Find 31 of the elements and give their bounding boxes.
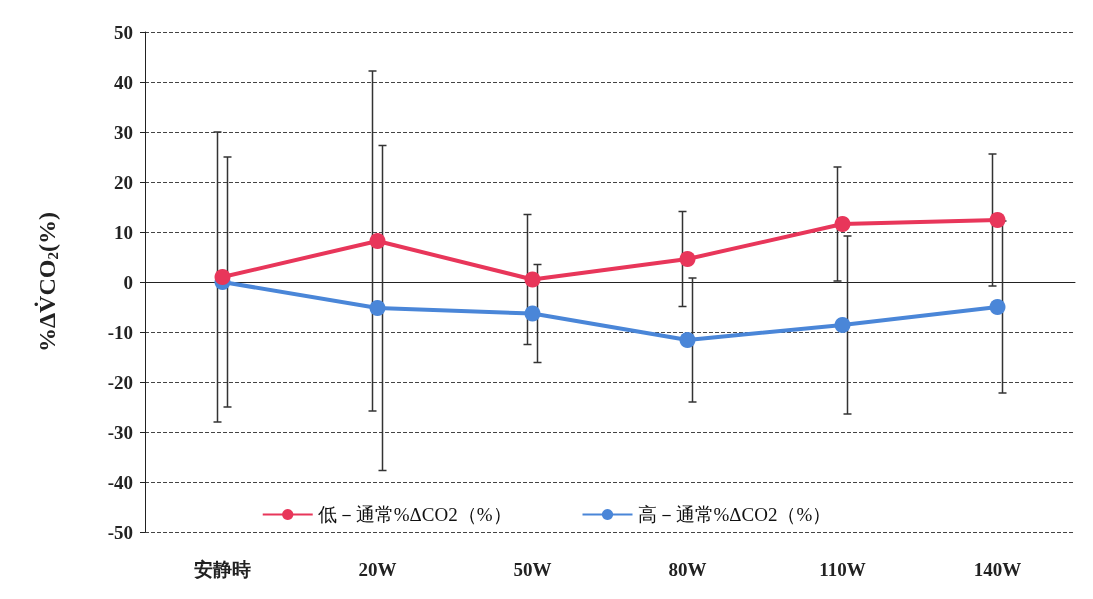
point: [989, 299, 1006, 315]
point: [834, 317, 851, 333]
y-tick-label: -30: [107, 421, 133, 443]
point: [214, 269, 231, 285]
x-tick-label: 安静時: [194, 559, 251, 580]
y-tick-label: 30: [114, 121, 133, 143]
y-tick-label: -50: [107, 521, 133, 543]
y-axis-title: %ΔV̇CO2(%): [33, 212, 61, 352]
y-tick-label: -10: [107, 321, 133, 343]
x-tick-label: 50W: [513, 559, 552, 580]
legend-label: 低－通常%ΔCO2（%）: [317, 504, 512, 525]
y-tick-label: 20: [114, 171, 133, 193]
x-tick-label: 110W: [819, 559, 866, 580]
x-tick-label: 80W: [668, 559, 707, 580]
point: [524, 305, 541, 322]
point: [679, 251, 696, 267]
x-tick-label: 140W: [973, 559, 1022, 580]
y-tick-label: -40: [107, 471, 133, 493]
point: [369, 300, 386, 316]
point: [679, 332, 696, 348]
point: [834, 216, 851, 232]
point: [989, 212, 1006, 228]
y-tick-label: -20: [107, 371, 133, 393]
y-tick-label: 10: [114, 221, 133, 243]
y-tick-label: 50: [114, 21, 133, 43]
legend-label: 高－通常%ΔCO2（%）: [637, 504, 832, 525]
x-tick-label: 20W: [358, 559, 397, 580]
y-tick-label: 0: [123, 271, 133, 293]
y-tick-label: 40: [114, 71, 133, 93]
point: [524, 271, 541, 288]
point: [369, 233, 386, 249]
